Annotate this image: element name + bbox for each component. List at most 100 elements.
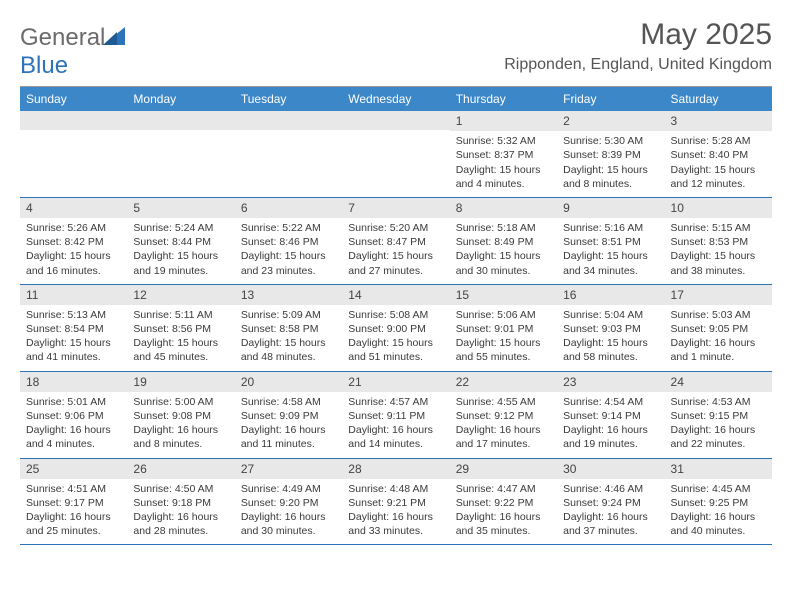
day-body: Sunrise: 4:57 AMSunset: 9:11 PMDaylight:…	[342, 392, 449, 458]
day-cell: 14Sunrise: 5:08 AMSunset: 9:00 PMDayligh…	[342, 285, 449, 371]
daylight-text: Daylight: 15 hours and 16 minutes.	[26, 249, 121, 277]
day-number: 12	[127, 285, 234, 305]
week-row: 18Sunrise: 5:01 AMSunset: 9:06 PMDayligh…	[20, 372, 772, 459]
week-row: 4Sunrise: 5:26 AMSunset: 8:42 PMDaylight…	[20, 198, 772, 285]
sunrise-text: Sunrise: 5:09 AM	[241, 308, 336, 322]
day-cell: 16Sunrise: 5:04 AMSunset: 9:03 PMDayligh…	[557, 285, 664, 371]
day-body: Sunrise: 5:09 AMSunset: 8:58 PMDaylight:…	[235, 305, 342, 371]
sunset-text: Sunset: 8:49 PM	[456, 235, 551, 249]
day-number: 26	[127, 459, 234, 479]
dayhead-thursday: Thursday	[450, 87, 557, 111]
sunrise-text: Sunrise: 4:54 AM	[563, 395, 658, 409]
day-body: Sunrise: 5:06 AMSunset: 9:01 PMDaylight:…	[450, 305, 557, 371]
day-body: Sunrise: 5:16 AMSunset: 8:51 PMDaylight:…	[557, 218, 664, 284]
day-body: Sunrise: 4:49 AMSunset: 9:20 PMDaylight:…	[235, 479, 342, 545]
day-body: Sunrise: 5:28 AMSunset: 8:40 PMDaylight:…	[665, 131, 772, 197]
day-number: 9	[557, 198, 664, 218]
sunset-text: Sunset: 9:06 PM	[26, 409, 121, 423]
day-cell: 9Sunrise: 5:16 AMSunset: 8:51 PMDaylight…	[557, 198, 664, 284]
daylight-text: Daylight: 15 hours and 48 minutes.	[241, 336, 336, 364]
day-header-row: Sunday Monday Tuesday Wednesday Thursday…	[20, 87, 772, 111]
day-number: 30	[557, 459, 664, 479]
day-body: Sunrise: 5:08 AMSunset: 9:00 PMDaylight:…	[342, 305, 449, 371]
day-cell: 17Sunrise: 5:03 AMSunset: 9:05 PMDayligh…	[665, 285, 772, 371]
daylight-text: Daylight: 16 hours and 37 minutes.	[563, 510, 658, 538]
sunrise-text: Sunrise: 5:06 AM	[456, 308, 551, 322]
day-body: Sunrise: 5:13 AMSunset: 8:54 PMDaylight:…	[20, 305, 127, 371]
daylight-text: Daylight: 16 hours and 30 minutes.	[241, 510, 336, 538]
day-number: 17	[665, 285, 772, 305]
day-body: Sunrise: 4:58 AMSunset: 9:09 PMDaylight:…	[235, 392, 342, 458]
day-body: Sunrise: 5:18 AMSunset: 8:49 PMDaylight:…	[450, 218, 557, 284]
day-number: 21	[342, 372, 449, 392]
daylight-text: Daylight: 16 hours and 4 minutes.	[26, 423, 121, 451]
day-number: 5	[127, 198, 234, 218]
day-cell: 15Sunrise: 5:06 AMSunset: 9:01 PMDayligh…	[450, 285, 557, 371]
header: General Blue May 2025 Ripponden, England…	[20, 18, 772, 82]
day-cell: 20Sunrise: 4:58 AMSunset: 9:09 PMDayligh…	[235, 372, 342, 458]
sunrise-text: Sunrise: 5:13 AM	[26, 308, 121, 322]
daylight-text: Daylight: 16 hours and 17 minutes.	[456, 423, 551, 451]
day-number: 25	[20, 459, 127, 479]
sunset-text: Sunset: 9:00 PM	[348, 322, 443, 336]
sunset-text: Sunset: 9:05 PM	[671, 322, 766, 336]
day-cell	[127, 111, 234, 197]
day-body: Sunrise: 5:00 AMSunset: 9:08 PMDaylight:…	[127, 392, 234, 458]
day-number: 22	[450, 372, 557, 392]
day-body: Sunrise: 4:54 AMSunset: 9:14 PMDaylight:…	[557, 392, 664, 458]
sunrise-text: Sunrise: 4:51 AM	[26, 482, 121, 496]
day-number: 11	[20, 285, 127, 305]
day-body: Sunrise: 5:22 AMSunset: 8:46 PMDaylight:…	[235, 218, 342, 284]
sunset-text: Sunset: 9:21 PM	[348, 496, 443, 510]
daylight-text: Daylight: 15 hours and 51 minutes.	[348, 336, 443, 364]
sunrise-text: Sunrise: 4:45 AM	[671, 482, 766, 496]
day-cell: 6Sunrise: 5:22 AMSunset: 8:46 PMDaylight…	[235, 198, 342, 284]
day-cell: 31Sunrise: 4:45 AMSunset: 9:25 PMDayligh…	[665, 459, 772, 545]
daylight-text: Daylight: 15 hours and 19 minutes.	[133, 249, 228, 277]
day-cell: 23Sunrise: 4:54 AMSunset: 9:14 PMDayligh…	[557, 372, 664, 458]
calendar: Sunday Monday Tuesday Wednesday Thursday…	[20, 86, 772, 545]
day-body: Sunrise: 5:04 AMSunset: 9:03 PMDaylight:…	[557, 305, 664, 371]
day-cell: 13Sunrise: 5:09 AMSunset: 8:58 PMDayligh…	[235, 285, 342, 371]
daylight-text: Daylight: 16 hours and 19 minutes.	[563, 423, 658, 451]
week-row: 25Sunrise: 4:51 AMSunset: 9:17 PMDayligh…	[20, 459, 772, 546]
day-number: 23	[557, 372, 664, 392]
day-body: Sunrise: 4:46 AMSunset: 9:24 PMDaylight:…	[557, 479, 664, 545]
dayhead-wednesday: Wednesday	[342, 87, 449, 111]
day-cell: 1Sunrise: 5:32 AMSunset: 8:37 PMDaylight…	[450, 111, 557, 197]
sunrise-text: Sunrise: 5:04 AM	[563, 308, 658, 322]
day-cell: 25Sunrise: 4:51 AMSunset: 9:17 PMDayligh…	[20, 459, 127, 545]
sunset-text: Sunset: 8:51 PM	[563, 235, 658, 249]
sunset-text: Sunset: 9:25 PM	[671, 496, 766, 510]
empty-day-bar	[20, 111, 127, 130]
sunset-text: Sunset: 9:17 PM	[26, 496, 121, 510]
daylight-text: Daylight: 15 hours and 30 minutes.	[456, 249, 551, 277]
day-cell: 28Sunrise: 4:48 AMSunset: 9:21 PMDayligh…	[342, 459, 449, 545]
sunset-text: Sunset: 8:37 PM	[456, 148, 551, 162]
day-cell: 21Sunrise: 4:57 AMSunset: 9:11 PMDayligh…	[342, 372, 449, 458]
daylight-text: Daylight: 16 hours and 11 minutes.	[241, 423, 336, 451]
day-body: Sunrise: 4:48 AMSunset: 9:21 PMDaylight:…	[342, 479, 449, 545]
sunrise-text: Sunrise: 5:01 AM	[26, 395, 121, 409]
daylight-text: Daylight: 16 hours and 40 minutes.	[671, 510, 766, 538]
day-cell: 2Sunrise: 5:30 AMSunset: 8:39 PMDaylight…	[557, 111, 664, 197]
day-body: Sunrise: 5:11 AMSunset: 8:56 PMDaylight:…	[127, 305, 234, 371]
daylight-text: Daylight: 15 hours and 12 minutes.	[671, 163, 766, 191]
day-cell: 24Sunrise: 4:53 AMSunset: 9:15 PMDayligh…	[665, 372, 772, 458]
sunrise-text: Sunrise: 5:11 AM	[133, 308, 228, 322]
day-body: Sunrise: 5:24 AMSunset: 8:44 PMDaylight:…	[127, 218, 234, 284]
empty-day-bar	[127, 111, 234, 130]
day-body: Sunrise: 4:51 AMSunset: 9:17 PMDaylight:…	[20, 479, 127, 545]
sunset-text: Sunset: 9:22 PM	[456, 496, 551, 510]
sunrise-text: Sunrise: 5:00 AM	[133, 395, 228, 409]
empty-day-bar	[342, 111, 449, 130]
day-cell: 7Sunrise: 5:20 AMSunset: 8:47 PMDaylight…	[342, 198, 449, 284]
day-cell: 12Sunrise: 5:11 AMSunset: 8:56 PMDayligh…	[127, 285, 234, 371]
sunset-text: Sunset: 8:39 PM	[563, 148, 658, 162]
title-block: May 2025 Ripponden, England, United King…	[504, 18, 772, 82]
day-cell: 8Sunrise: 5:18 AMSunset: 8:49 PMDaylight…	[450, 198, 557, 284]
day-body: Sunrise: 5:32 AMSunset: 8:37 PMDaylight:…	[450, 131, 557, 197]
day-number: 1	[450, 111, 557, 131]
day-number: 24	[665, 372, 772, 392]
daylight-text: Daylight: 16 hours and 35 minutes.	[456, 510, 551, 538]
